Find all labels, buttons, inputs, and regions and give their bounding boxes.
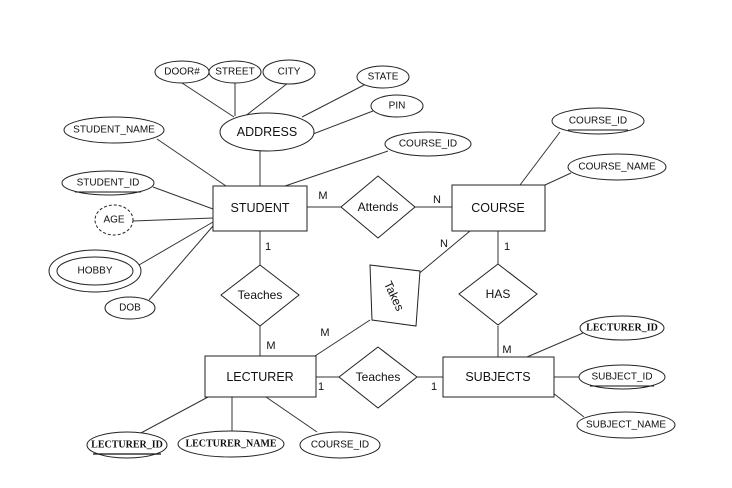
- cardinality-course-attends: N: [433, 194, 441, 206]
- line-studentname-student: [156, 138, 227, 187]
- relationship-teaches-lecturer-subjects: Teaches: [338, 346, 418, 409]
- svg-text:Teaches: Teaches: [238, 288, 283, 302]
- attribute-course-name: COURSE_NAME: [567, 153, 667, 181]
- svg-text:SUBJECT_NAME: SUBJECT_NAME: [586, 420, 666, 431]
- svg-text:SUBJECT_ID: SUBJECT_ID: [591, 372, 652, 383]
- line-dob-student: [148, 225, 214, 301]
- line-course-takes: [415, 230, 471, 277]
- attribute-lecturer-id-key: LECTURER_ID: [86, 431, 168, 459]
- line-sublecturerid-subjects: [526, 332, 584, 358]
- svg-text:STATE: STATE: [368, 72, 399, 83]
- svg-text:DOB: DOB: [119, 303, 141, 314]
- cardinality-course-has: 1: [504, 241, 510, 253]
- cardinality-lecturer-teaches-subjects: 1: [318, 381, 324, 393]
- attribute-city: CITY: [262, 59, 316, 85]
- svg-text:HAS: HAS: [486, 287, 511, 301]
- svg-text:PIN: PIN: [389, 101, 406, 112]
- svg-text:LECTURER_NAME: LECTURER_NAME: [185, 439, 276, 450]
- svg-text:COURSE_ID: COURSE_ID: [399, 139, 457, 150]
- line-courseid-course: [519, 131, 561, 186]
- svg-text:COURSE_NAME: COURSE_NAME: [578, 162, 656, 173]
- svg-text:STUDENT: STUDENT: [230, 201, 289, 215]
- attribute-age-derived: AGE: [94, 204, 134, 236]
- svg-text:CITY: CITY: [278, 67, 301, 78]
- attribute-dob: DOB: [104, 296, 156, 320]
- attribute-subject-name: SUBJECT_NAME: [576, 411, 676, 439]
- entity-lecturer: LECTURER: [204, 355, 317, 398]
- relationship-teaches-student-lecturer: Teaches: [220, 264, 300, 327]
- attribute-student-course-id: COURSE_ID: [384, 131, 472, 157]
- cardinality-lecturer-teaches: M: [266, 340, 275, 352]
- svg-text:STUDENT_ID: STUDENT_ID: [77, 178, 140, 189]
- line-city-address: [243, 82, 289, 118]
- svg-text:COURSE_ID: COURSE_ID: [569, 116, 627, 127]
- svg-text:LECTURER: LECTURER: [226, 370, 293, 384]
- cardinality-student-teaches: 1: [265, 241, 271, 253]
- attribute-course-id-key: COURSE_ID: [551, 107, 645, 135]
- attribute-state: STATE: [356, 65, 410, 89]
- attribute-hobby-multivalued: HOBBY: [48, 249, 142, 293]
- svg-text:DOOR#: DOOR#: [164, 67, 200, 78]
- line-state-address: [301, 83, 367, 118]
- svg-text:Attends: Attends: [358, 200, 399, 214]
- attribute-student-id-key: STUDENT_ID: [61, 170, 155, 196]
- line-studentid-student: [152, 186, 214, 210]
- svg-text:STREET: STREET: [215, 67, 254, 78]
- line-lecturercourseid-lecturer: [265, 396, 318, 433]
- svg-text:AGE: AGE: [103, 215, 124, 226]
- svg-text:LECTURER_ID: LECTURER_ID: [91, 440, 163, 451]
- line-age-student: [132, 217, 214, 222]
- svg-text:COURSE: COURSE: [471, 201, 524, 215]
- cardinality-subjects-teaches: 1: [431, 381, 437, 393]
- cardinality-student-attends: M: [318, 190, 327, 202]
- svg-text:HOBBY: HOBBY: [77, 266, 112, 277]
- svg-text:LECTURER_ID: LECTURER_ID: [586, 323, 658, 334]
- attribute-student-name: STUDENT_NAME: [63, 116, 165, 144]
- cardinality-subjects-has: M: [502, 344, 511, 356]
- svg-text:ADDRESS: ADDRESS: [237, 125, 297, 139]
- entity-student: STUDENT: [212, 185, 308, 232]
- svg-text:SUBJECTS: SUBJECTS: [465, 370, 530, 384]
- attribute-lecturer-course-id: COURSE_ID: [299, 431, 381, 459]
- attribute-address: ADDRESS: [219, 112, 315, 152]
- attribute-street: STREET: [208, 60, 262, 84]
- attribute-pin: PIN: [370, 94, 424, 118]
- relationship-attends: Attends: [340, 175, 416, 239]
- attribute-door: DOOR#: [154, 60, 210, 84]
- entity-course: COURSE: [451, 184, 546, 232]
- relationship-takes: Takes: [369, 264, 421, 327]
- line-coursename-course: [544, 172, 572, 186]
- attribute-lecturer-name: LECTURER_NAME: [177, 430, 285, 458]
- attribute-subject-id-key: SUBJECT_ID: [578, 364, 666, 390]
- line-lecturerid-lecturer: [138, 396, 209, 435]
- attribute-subject-lecturer-id: LECTURER_ID: [579, 315, 665, 341]
- line-studentcourseid-student: [284, 150, 389, 187]
- line-takes-lecturer: [314, 319, 371, 357]
- line-hobby-student: [138, 221, 214, 266]
- line-subjectname-subjects: [552, 392, 585, 418]
- svg-text:Teaches: Teaches: [356, 370, 401, 384]
- connector-lines: [132, 82, 585, 435]
- cardinality-lecturer-takes: M: [320, 327, 329, 339]
- relationship-has: HAS: [458, 263, 538, 326]
- line-pin-address: [312, 110, 374, 135]
- line-door-address: [181, 82, 235, 118]
- svg-text:STUDENT_NAME: STUDENT_NAME: [73, 125, 155, 136]
- entity-subjects: SUBJECTS: [442, 356, 555, 398]
- cardinality-course-takes: N: [440, 238, 448, 250]
- svg-text:COURSE_ID: COURSE_ID: [311, 440, 369, 451]
